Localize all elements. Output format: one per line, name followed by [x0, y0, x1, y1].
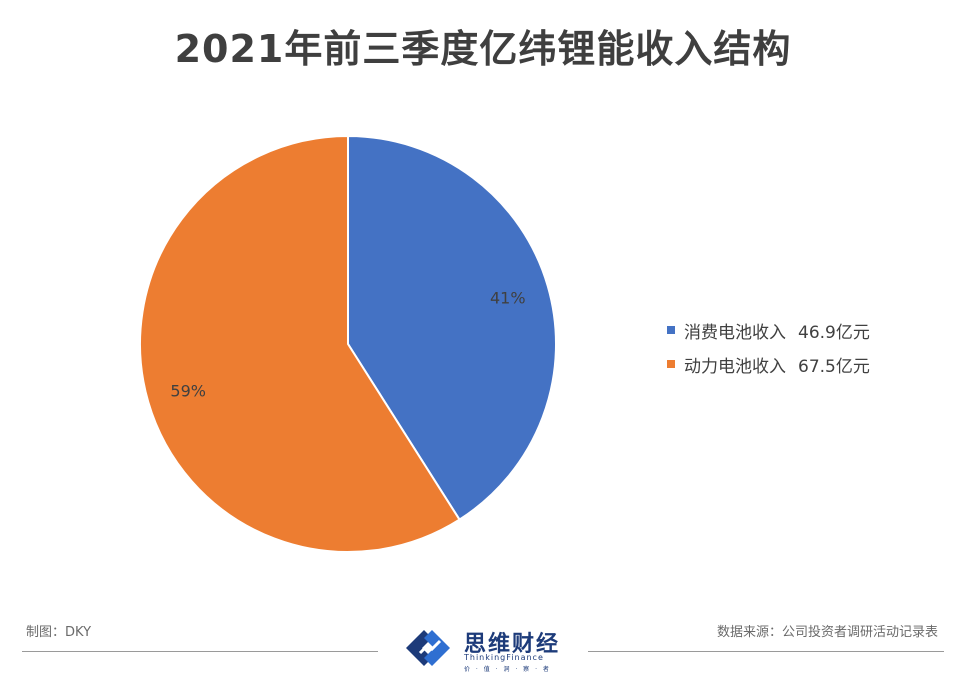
brand-logo-tagline: 价 · 值 · 洞 · 察 · 者 [464, 666, 551, 673]
brand-logo: 思维财经 ThinkingFinance 价 · 值 · 洞 · 察 · 者 [402, 624, 572, 676]
chart-legend: 消费电池收入 46.9亿元 动力电池收入 67.5亿元 [667, 313, 870, 381]
legend-label-consumer: 消费电池收入 [684, 322, 786, 343]
chart-maker-credit: 制图：DKY [26, 625, 92, 640]
footer-divider-left [22, 651, 378, 652]
pie-label-consumer: 41% [490, 289, 526, 308]
chart-title: 2021年前三季度亿纬锂能收入结构 [174, 27, 792, 71]
brand-logo-subtitle: ThinkingFinance [464, 653, 544, 662]
pie-label-power: 59% [170, 381, 206, 400]
legend-item-consumer: 消费电池收入 46.9亿元 [667, 313, 870, 347]
legend-value-power: 67.5亿元 [798, 356, 870, 377]
legend-label-power: 动力电池收入 [684, 356, 786, 377]
brand-logo-name: 思维财经 [464, 632, 561, 657]
brand-logo-icon [406, 630, 450, 666]
footer-divider-right [588, 651, 944, 652]
legend-swatch-consumer [667, 326, 675, 334]
pie-slice-consumer [347, 134, 557, 521]
legend-value-consumer: 46.9亿元 [798, 322, 870, 343]
legend-item-power: 动力电池收入 67.5亿元 [667, 347, 870, 381]
pie-slice-power [139, 134, 461, 553]
legend-swatch-power [667, 360, 675, 368]
data-source-note: 数据来源：公司投资者调研活动记录表 [716, 625, 938, 640]
